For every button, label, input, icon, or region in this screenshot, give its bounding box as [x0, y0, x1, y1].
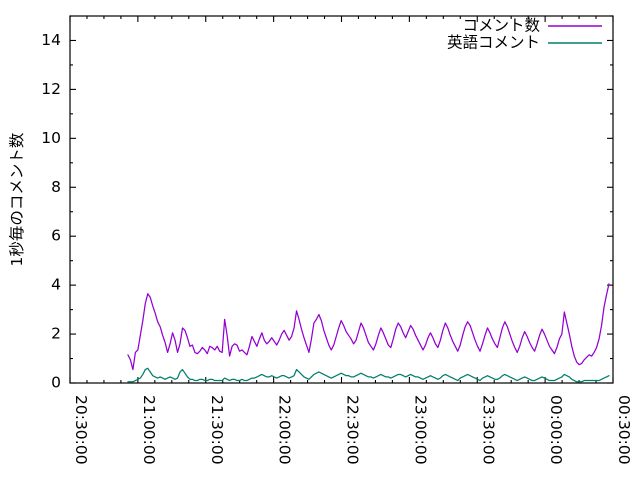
- y-axis-title-text: 1秒毎のコメント数: [8, 132, 26, 266]
- x-tick-label: 22:30:00: [344, 395, 362, 465]
- x-tick-label: 21:30:00: [208, 395, 226, 465]
- series-line-english-comment: [127, 367, 610, 383]
- y-tick-label: 8: [51, 178, 61, 196]
- x-axis-ticks: [69, 16, 614, 383]
- y-tick-label: 10: [41, 129, 61, 147]
- y-tick-label: 14: [41, 31, 61, 49]
- y-tick-label: 12: [41, 80, 61, 98]
- y-tick-label: 6: [51, 227, 61, 245]
- x-tick-label: 22:00:00: [276, 395, 294, 465]
- x-axis-tick-labels: 20:30:00 21:00:00 21:30:00 22:00:00 22:30:00…: [72, 395, 633, 465]
- x-tick-label: 21:00:00: [140, 395, 158, 465]
- y-axis-title: 1秒毎のコメント数: [8, 132, 26, 266]
- y-axis-tick-labels: 0 2 4 6 8 10 12 14: [41, 31, 61, 392]
- x-tick-label: 23:30:00: [479, 395, 497, 465]
- legend-label-comment-count: コメント数: [462, 17, 540, 35]
- x-tick-label: 00:30:00: [615, 395, 633, 465]
- y-tick-label: 2: [51, 325, 61, 343]
- x-tick-label: 20:30:00: [72, 395, 90, 465]
- series-line-comment-count: [127, 283, 610, 371]
- x-tick-label: 00:00:00: [547, 395, 565, 465]
- y-tick-label: 4: [51, 276, 61, 294]
- x-tick-label: 23:00:00: [411, 395, 429, 465]
- data-series-group: [127, 283, 610, 383]
- y-tick-label: 0: [51, 374, 61, 392]
- legend-label-english-comment: 英語コメント: [447, 34, 540, 52]
- y-axis-ticks: [70, 15, 613, 384]
